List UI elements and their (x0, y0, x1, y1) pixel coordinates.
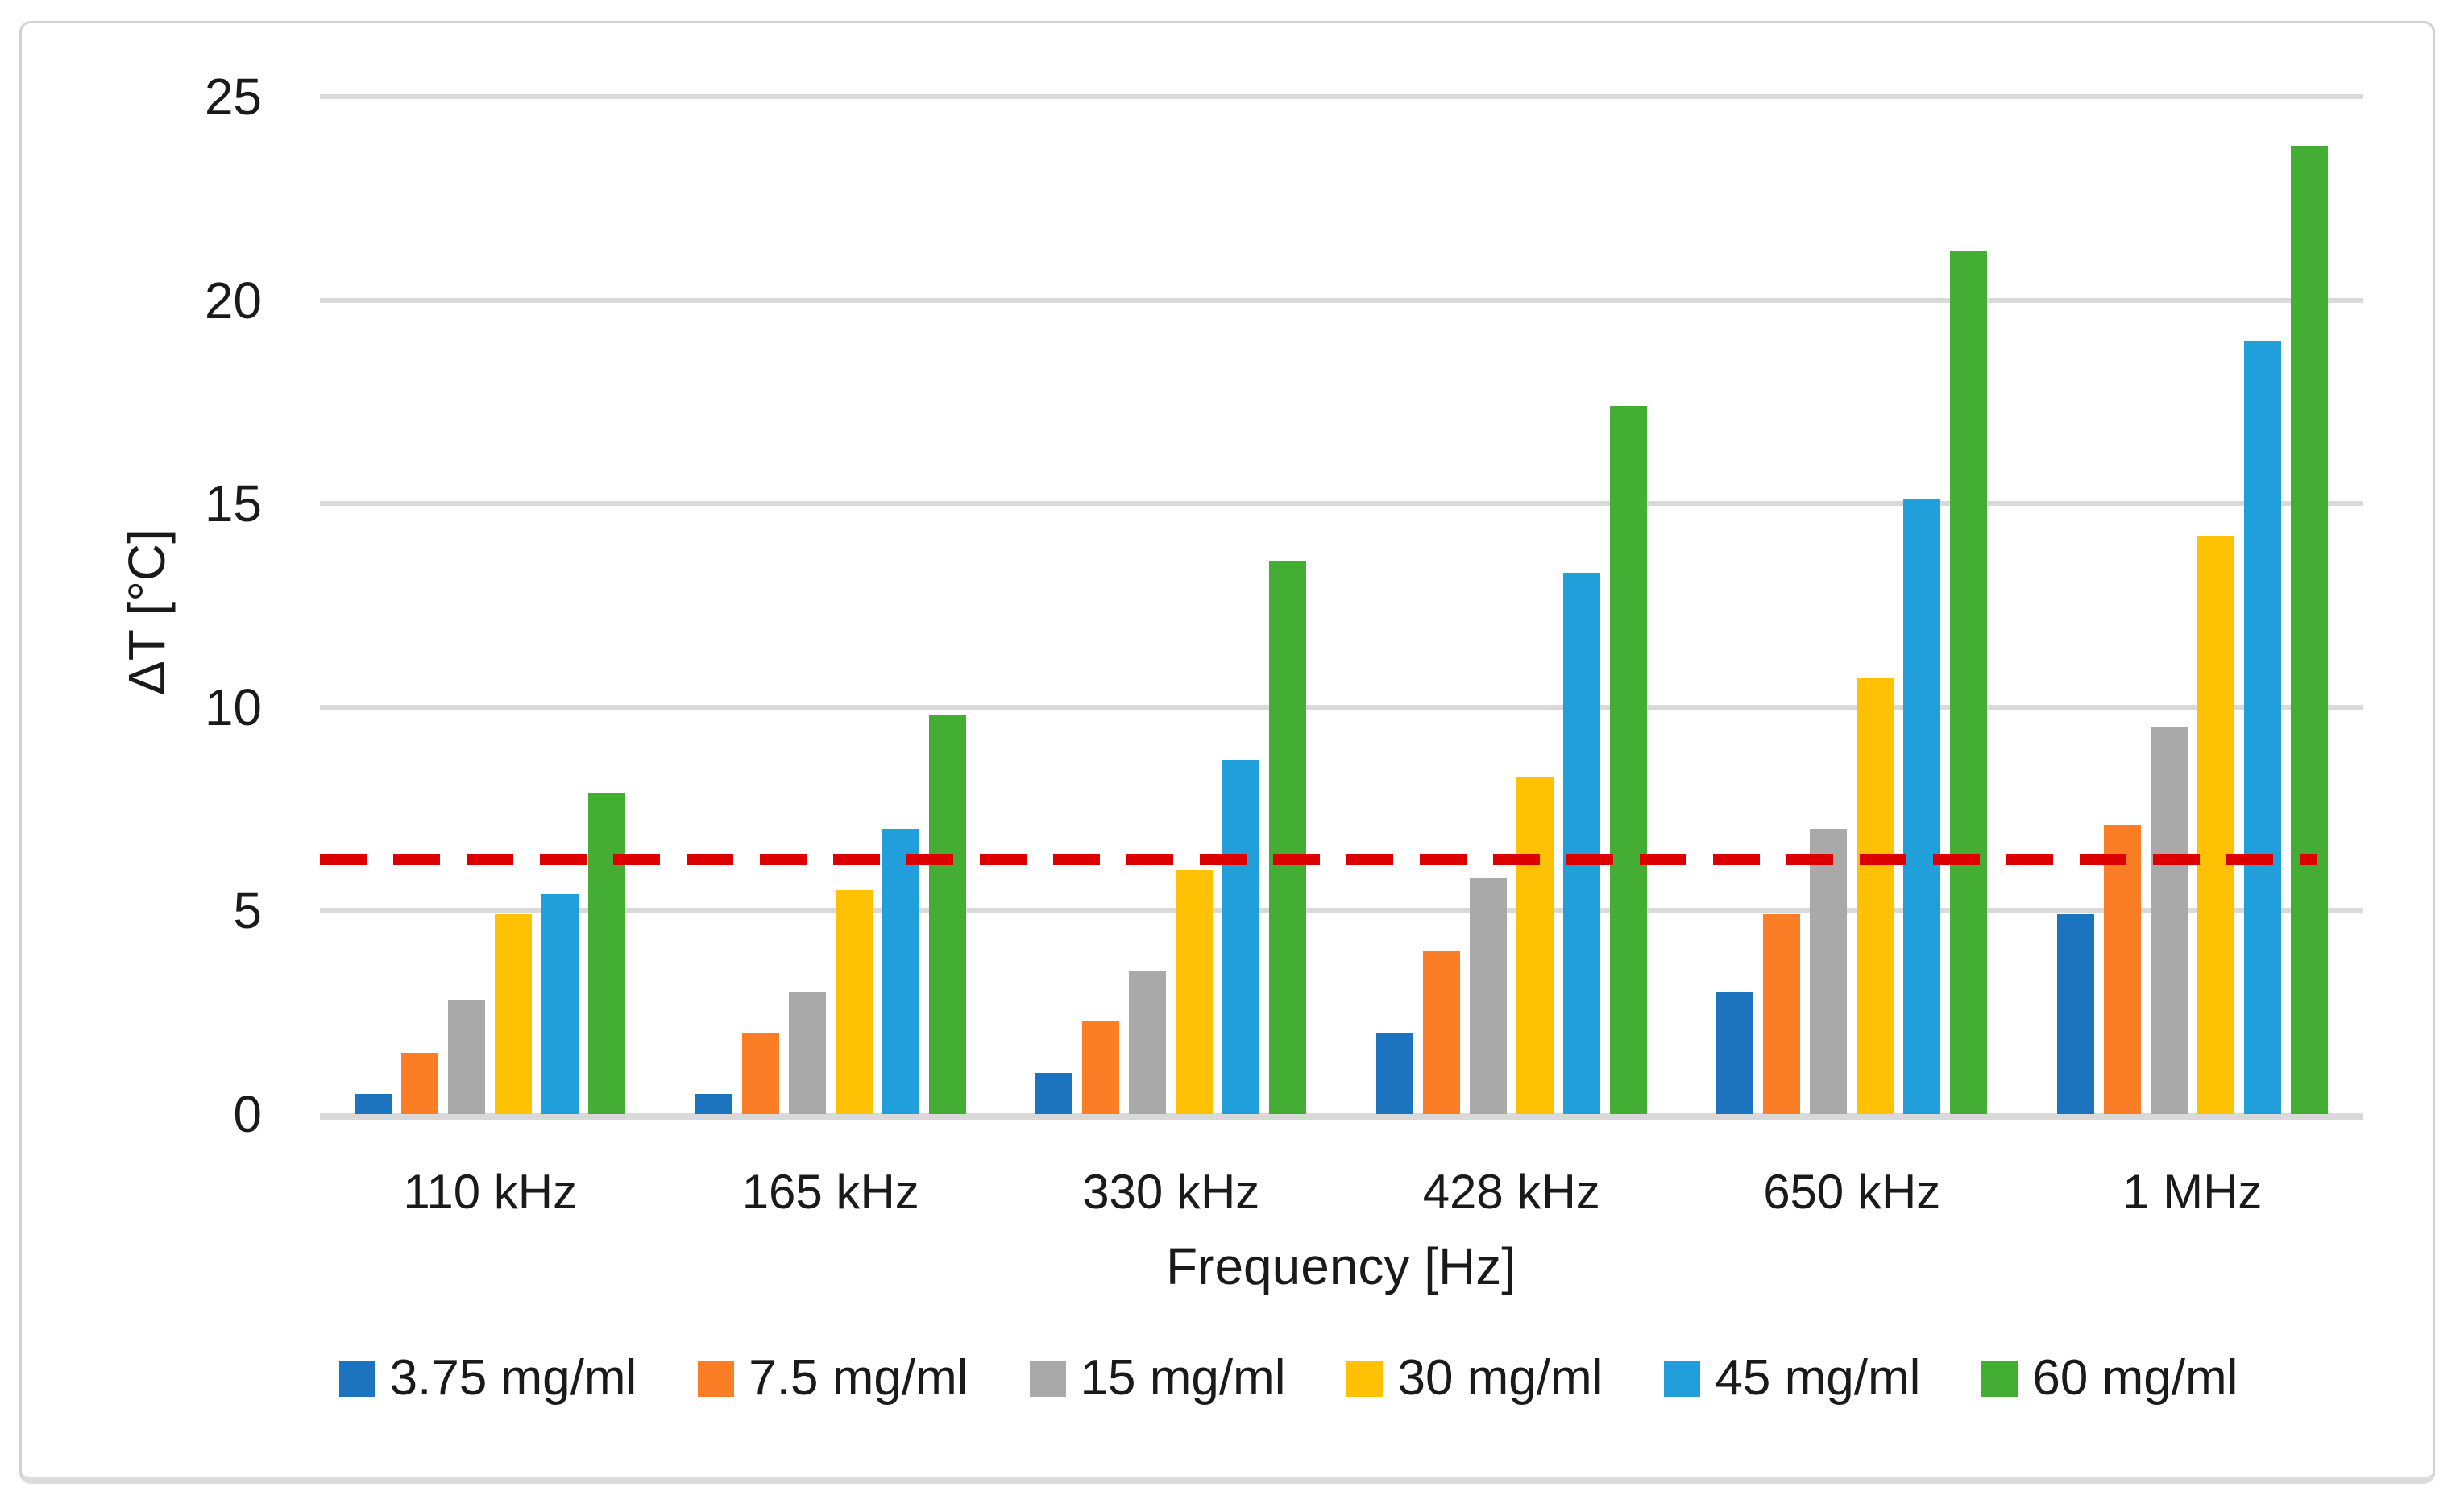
y-tick-15: 15 (204, 474, 262, 533)
bar-group-1-MHz (2022, 97, 2363, 1114)
y-tick-5: 5 (233, 881, 262, 940)
legend-swatch-icon (698, 1360, 735, 1397)
legend-label: 15 mg/ml (1080, 1350, 1286, 1406)
bar-60-mg-ml-110-kHz (588, 792, 626, 1114)
bar-group-165-kHz (661, 97, 1002, 1114)
bar-45-mg-ml-110-kHz (541, 894, 579, 1114)
legend: 3.75 mg/ml 7.5 mg/ml 15 mg/ml 30 mg/ml 45 mg… (0, 1352, 2456, 1405)
chart-frame (19, 21, 2435, 1484)
legend-item-3.75-mg-ml: 3.75 mg/ml (338, 1350, 637, 1406)
bar-30-mg-ml-650-kHz (1857, 678, 1894, 1114)
bar-group-650-kHz (1682, 97, 2022, 1114)
bar-30-mg-ml-428-kHz (1516, 776, 1554, 1114)
x-tick-1-MHz: 1 MHz (2122, 1165, 2263, 1219)
legend-label: 45 mg/ml (1715, 1350, 1921, 1406)
bar-30-mg-ml-165-kHz (835, 890, 873, 1114)
bar-group-110-kHz (320, 97, 661, 1114)
bar-3.75-mg-ml-428-kHz (1375, 1032, 1413, 1114)
x-tick-650-kHz: 650 kHz (1763, 1165, 1941, 1219)
legend-item-45-mg-ml: 45 mg/ml (1664, 1352, 1920, 1405)
legend-item-60-mg-ml: 60 mg/ml (1981, 1352, 2238, 1405)
bar-3.75-mg-ml-650-kHz (1716, 992, 1754, 1114)
legend-label: 7.5 mg/ml (749, 1350, 969, 1406)
reference-line (320, 854, 2317, 866)
bar-60-mg-ml-428-kHz (1609, 405, 1647, 1114)
legend-swatch-icon (1029, 1360, 1066, 1397)
bar-45-mg-ml-428-kHz (1562, 573, 1600, 1114)
bar-3.75-mg-ml-110-kHz (355, 1093, 392, 1114)
bar-7.5-mg-ml-165-kHz (741, 1032, 779, 1114)
bar-60-mg-ml-330-kHz (1269, 560, 1307, 1114)
bar-7.5-mg-ml-1-MHz (2103, 825, 2141, 1114)
x-tick-165-kHz: 165 kHz (741, 1165, 919, 1219)
x-tick-428-kHz: 428 kHz (1422, 1165, 1600, 1219)
x-axis-line (320, 1113, 2363, 1120)
bar-60-mg-ml-165-kHz (928, 715, 966, 1114)
legend-swatch-icon (1664, 1360, 1701, 1397)
gridline-25 (320, 94, 2363, 99)
gridline-20 (320, 297, 2363, 303)
bar-7.5-mg-ml-428-kHz (1422, 951, 1460, 1114)
bar-3.75-mg-ml-165-kHz (695, 1093, 732, 1114)
legend-label: 60 mg/ml (2032, 1350, 2238, 1406)
bar-group-428-kHz (1342, 97, 1682, 1114)
bar-30-mg-ml-110-kHz (495, 914, 533, 1114)
y-tick-20: 20 (204, 271, 262, 329)
bar-45-mg-ml-650-kHz (1903, 499, 1941, 1114)
bar-15-mg-ml-330-kHz (1129, 971, 1167, 1114)
x-tick-110-kHz: 110 kHz (403, 1165, 578, 1219)
bar-60-mg-ml-650-kHz (1950, 251, 1988, 1114)
plot-area (320, 94, 2363, 1120)
bar-7.5-mg-ml-110-kHz (401, 1053, 439, 1114)
y-tick-25: 25 (204, 68, 262, 126)
bar-group-330-kHz (1001, 97, 1342, 1114)
bar-30-mg-ml-330-kHz (1176, 869, 1213, 1114)
gridline-5 (320, 908, 2363, 913)
bar-45-mg-ml-165-kHz (882, 829, 919, 1114)
y-tick-10: 10 (204, 677, 262, 736)
legend-swatch-icon (338, 1360, 375, 1397)
x-tick-330-kHz: 330 kHz (1082, 1165, 1260, 1219)
bar-15-mg-ml-1-MHz (2150, 727, 2188, 1114)
gridline-15 (320, 501, 2363, 507)
legend-label: 3.75 mg/ml (389, 1350, 637, 1406)
legend-item-30-mg-ml: 30 mg/ml (1346, 1352, 1603, 1405)
y-tick-0: 0 (233, 1085, 262, 1143)
bar-7.5-mg-ml-650-kHz (1763, 914, 1801, 1114)
bar-30-mg-ml-1-MHz (2197, 536, 2234, 1114)
bar-15-mg-ml-110-kHz (448, 1000, 486, 1114)
x-axis-title: Frequency [Hz] (1166, 1237, 1516, 1295)
bar-15-mg-ml-650-kHz (1810, 829, 1848, 1114)
bar-3.75-mg-ml-330-kHz (1035, 1073, 1073, 1114)
bar-45-mg-ml-1-MHz (2243, 341, 2281, 1114)
legend-swatch-icon (1981, 1360, 2018, 1397)
y-axis-title: ΔT [°C] (118, 529, 176, 695)
legend-item-15-mg-ml: 15 mg/ml (1029, 1350, 1286, 1406)
legend-swatch-icon (1346, 1360, 1384, 1397)
gridline-10 (320, 704, 2363, 710)
bar-60-mg-ml-1-MHz (2290, 145, 2328, 1114)
bar-3.75-mg-ml-1-MHz (2056, 914, 2094, 1114)
bar-45-mg-ml-330-kHz (1222, 760, 1260, 1114)
legend-label: 30 mg/ml (1397, 1350, 1603, 1406)
bar-15-mg-ml-165-kHz (788, 992, 826, 1114)
bar-15-mg-ml-428-kHz (1469, 877, 1507, 1114)
bar-7.5-mg-ml-330-kHz (1082, 1020, 1120, 1114)
legend-item-7.5-mg-ml: 7.5 mg/ml (698, 1350, 969, 1406)
